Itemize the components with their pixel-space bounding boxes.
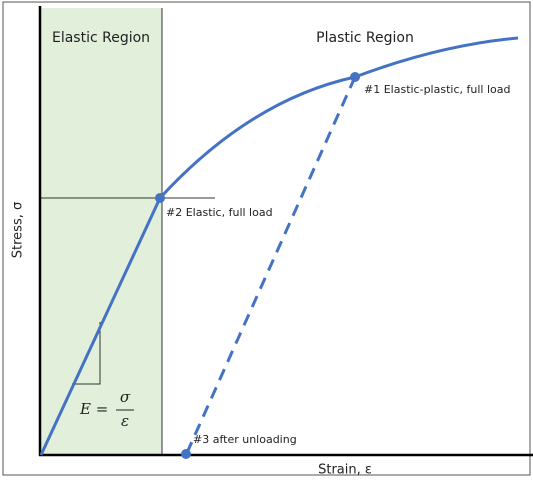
slope-triangle xyxy=(72,322,101,385)
point-3 xyxy=(181,449,191,459)
formula-lhs: E = xyxy=(79,400,108,418)
annotation: #1 Elastic-plastic, full load xyxy=(364,83,510,96)
formula-numerator: σ xyxy=(120,388,131,406)
y-axis-label: Stress, σ xyxy=(11,202,26,258)
unloading-line xyxy=(184,76,357,456)
elastic-label: Elastic Region xyxy=(52,30,150,46)
point-1 xyxy=(350,72,360,82)
formula-denominator: ε xyxy=(121,412,129,430)
plastic-label: Plastic Region xyxy=(316,30,414,46)
annotation: #2 Elastic, full load xyxy=(166,206,273,219)
elastic-region xyxy=(41,8,162,455)
annotation: #3 after unloading xyxy=(193,433,297,446)
point-2 xyxy=(155,193,165,203)
stress-strain-curve xyxy=(39,36,519,456)
x-axis-label: Strain, ε xyxy=(318,463,372,478)
